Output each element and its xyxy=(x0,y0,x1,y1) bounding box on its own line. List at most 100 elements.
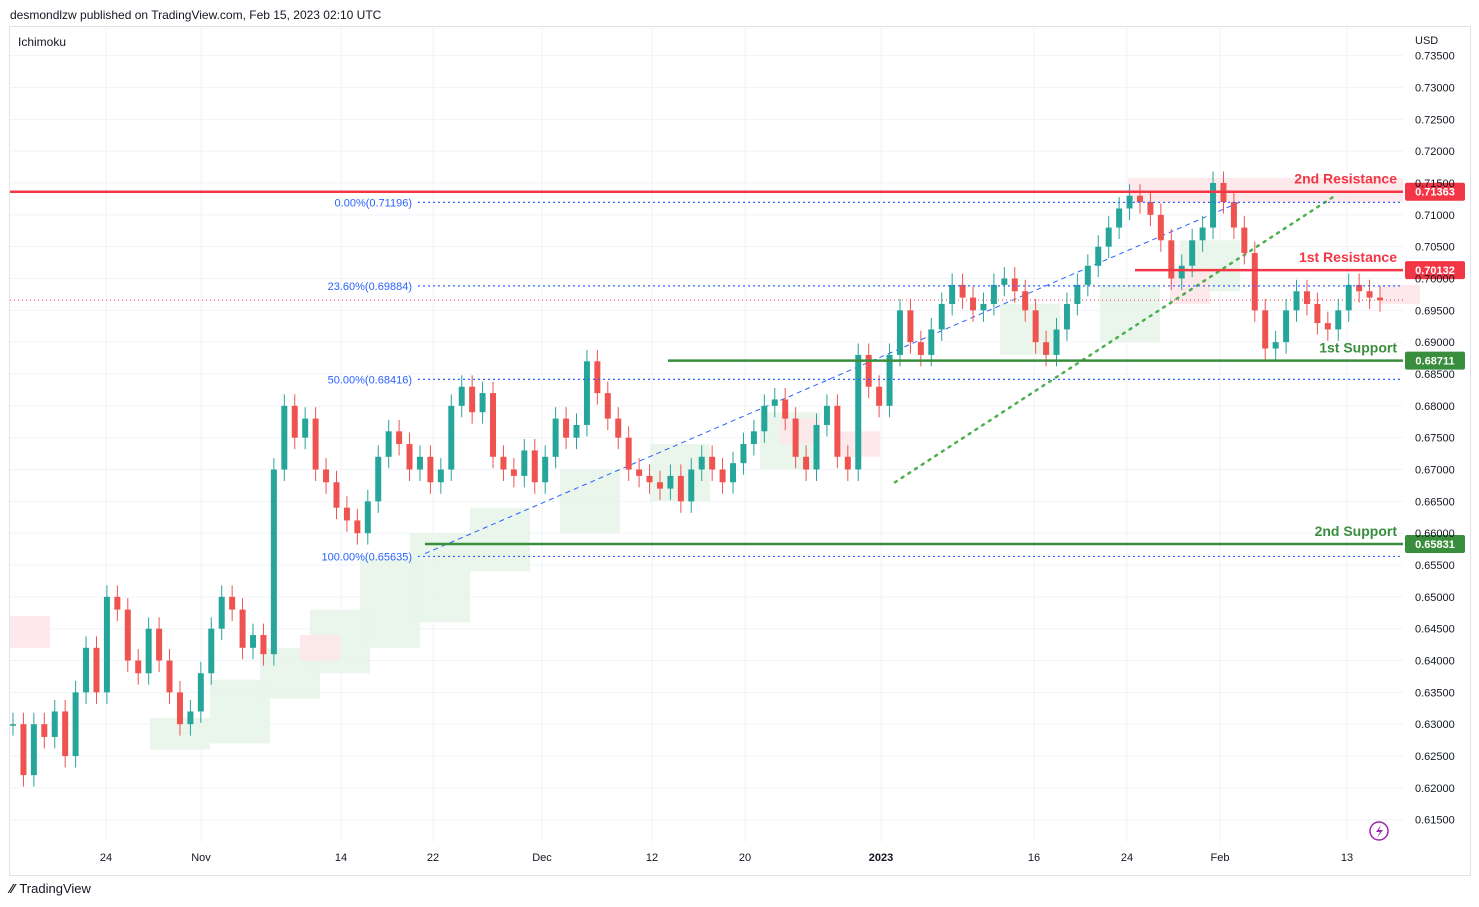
cloud-segment-green xyxy=(1100,284,1160,343)
candle-body xyxy=(20,724,27,776)
candle-body xyxy=(1001,278,1008,285)
cloud-segment-red xyxy=(300,635,340,661)
x-tick-label: Dec xyxy=(532,852,552,864)
candle-body xyxy=(385,431,392,457)
x-tick-label: 2023 xyxy=(869,852,893,864)
y-tick-label: 0.71500 xyxy=(1415,178,1455,190)
support-resistance-levels: 2nd Resistance 0.71363 1st Resistance 0.701… xyxy=(10,171,1465,553)
candle-body xyxy=(1366,291,1373,298)
candle-body xyxy=(709,456,716,470)
candle-body xyxy=(855,354,862,470)
candle-body xyxy=(1251,253,1258,311)
candle-body xyxy=(688,469,695,502)
fibonacci-levels: 0.00%(0.71196) 23.60%(0.69884) 50.00%(0.68… xyxy=(321,197,1403,563)
candle-body xyxy=(990,284,997,304)
y-tick-label: 0.73500 xyxy=(1415,51,1455,63)
candle-body xyxy=(114,596,121,610)
y-tick-label: 0.63500 xyxy=(1415,687,1455,699)
candle-body xyxy=(636,469,643,476)
level-label: 2nd Support xyxy=(1315,523,1398,539)
candle-body xyxy=(343,507,350,521)
fib-level-label: 23.60%(0.69884) xyxy=(328,281,412,293)
candle-body xyxy=(1157,214,1164,241)
y-tick-label: 0.68000 xyxy=(1415,401,1455,413)
price-tag-text: 0.65831 xyxy=(1415,539,1455,551)
candle-body xyxy=(281,405,288,470)
candle-body xyxy=(83,647,90,693)
candle-body xyxy=(980,303,987,311)
candle-body xyxy=(312,418,319,470)
candle-body xyxy=(782,399,789,419)
currency-label: USD xyxy=(1415,35,1438,47)
candle-body xyxy=(1272,342,1279,349)
candle-body xyxy=(1022,291,1029,311)
y-tick-label: 0.65500 xyxy=(1415,560,1455,572)
candle-body xyxy=(761,405,768,432)
footer-brand[interactable]: TradingView xyxy=(19,881,91,896)
candle-body xyxy=(667,475,674,489)
x-tick-label: Nov xyxy=(191,852,211,864)
x-tick-label: 20 xyxy=(739,852,751,864)
candle-body xyxy=(458,386,465,406)
candle-body xyxy=(124,609,131,661)
price-tag xyxy=(1405,351,1465,370)
y-tick-label: 0.67000 xyxy=(1415,465,1455,477)
candle-body xyxy=(364,501,371,534)
candle-body xyxy=(1011,278,1018,292)
candle-body xyxy=(583,361,590,425)
fib-level-label: 0.00%(0.71196) xyxy=(335,197,412,209)
indicator-label[interactable]: Ichimoku xyxy=(18,35,67,49)
candle-body xyxy=(677,475,684,502)
candle-body xyxy=(416,456,423,470)
y-tick-label: 0.66500 xyxy=(1415,496,1455,508)
candle-body xyxy=(834,405,841,457)
price-tag-text: 0.70132 xyxy=(1415,265,1455,277)
candle-body xyxy=(615,418,622,438)
candle-body xyxy=(1136,195,1143,203)
candle-body xyxy=(1189,240,1196,266)
y-tick-label: 0.70500 xyxy=(1415,242,1455,254)
candle-body xyxy=(625,437,632,470)
x-tick-label: 14 xyxy=(335,852,347,864)
candle-body xyxy=(406,444,413,470)
candle-body xyxy=(1324,323,1331,330)
candle-body xyxy=(270,469,277,655)
candle-body xyxy=(197,673,204,712)
candle-body xyxy=(1043,342,1050,355)
candle-body xyxy=(479,393,486,413)
candle-body xyxy=(291,405,298,438)
y-tick-label: 0.69000 xyxy=(1415,337,1455,349)
candle-body xyxy=(103,596,110,693)
candle-body xyxy=(333,482,340,508)
candle-body xyxy=(72,692,79,757)
candle-body xyxy=(448,405,455,470)
candle-body xyxy=(1345,284,1352,311)
candle-body xyxy=(229,596,236,610)
y-tick-label: 0.62000 xyxy=(1415,783,1455,795)
candle-body xyxy=(208,628,215,674)
candle-body xyxy=(437,469,444,483)
candle-body xyxy=(907,310,914,343)
candle-body xyxy=(1262,310,1269,349)
footer: ⁄⁄ TradingView xyxy=(10,881,91,896)
candle-body xyxy=(1210,182,1217,228)
candle-body xyxy=(1303,291,1310,304)
candle-body xyxy=(1074,284,1081,304)
level-label: 1st Resistance xyxy=(1299,249,1397,265)
fib-level-label: 100.00%(0.65635) xyxy=(321,551,412,563)
candle-body xyxy=(594,361,601,394)
candle-body xyxy=(970,297,977,311)
price-tag xyxy=(1405,534,1465,553)
candle-body xyxy=(1063,303,1070,330)
x-tick-label: 22 xyxy=(427,852,439,864)
lightning-icon[interactable] xyxy=(1369,821,1389,841)
y-tick-label: 0.69500 xyxy=(1415,305,1455,317)
candle-body xyxy=(510,469,517,476)
candle-body xyxy=(62,711,69,757)
candle-body xyxy=(750,431,757,445)
candle-body xyxy=(260,635,267,655)
x-tick-label: 24 xyxy=(100,852,112,864)
candle-body xyxy=(844,456,851,470)
y-tick-label: 0.72000 xyxy=(1415,146,1455,158)
